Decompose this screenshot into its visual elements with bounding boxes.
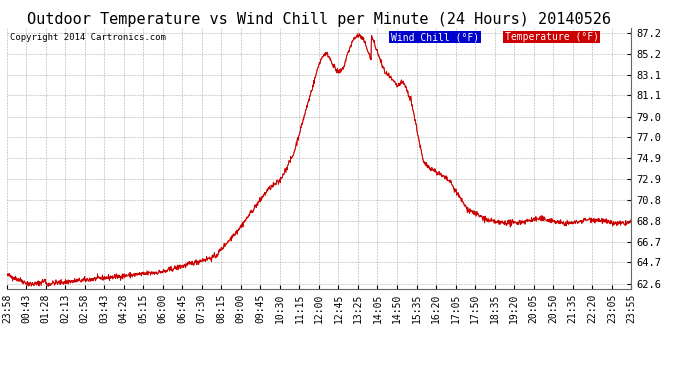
Text: Copyright 2014 Cartronics.com: Copyright 2014 Cartronics.com	[10, 33, 166, 42]
Title: Outdoor Temperature vs Wind Chill per Minute (24 Hours) 20140526: Outdoor Temperature vs Wind Chill per Mi…	[27, 12, 611, 27]
Text: Temperature (°F): Temperature (°F)	[504, 32, 599, 42]
Text: Wind Chill (°F): Wind Chill (°F)	[391, 32, 479, 42]
